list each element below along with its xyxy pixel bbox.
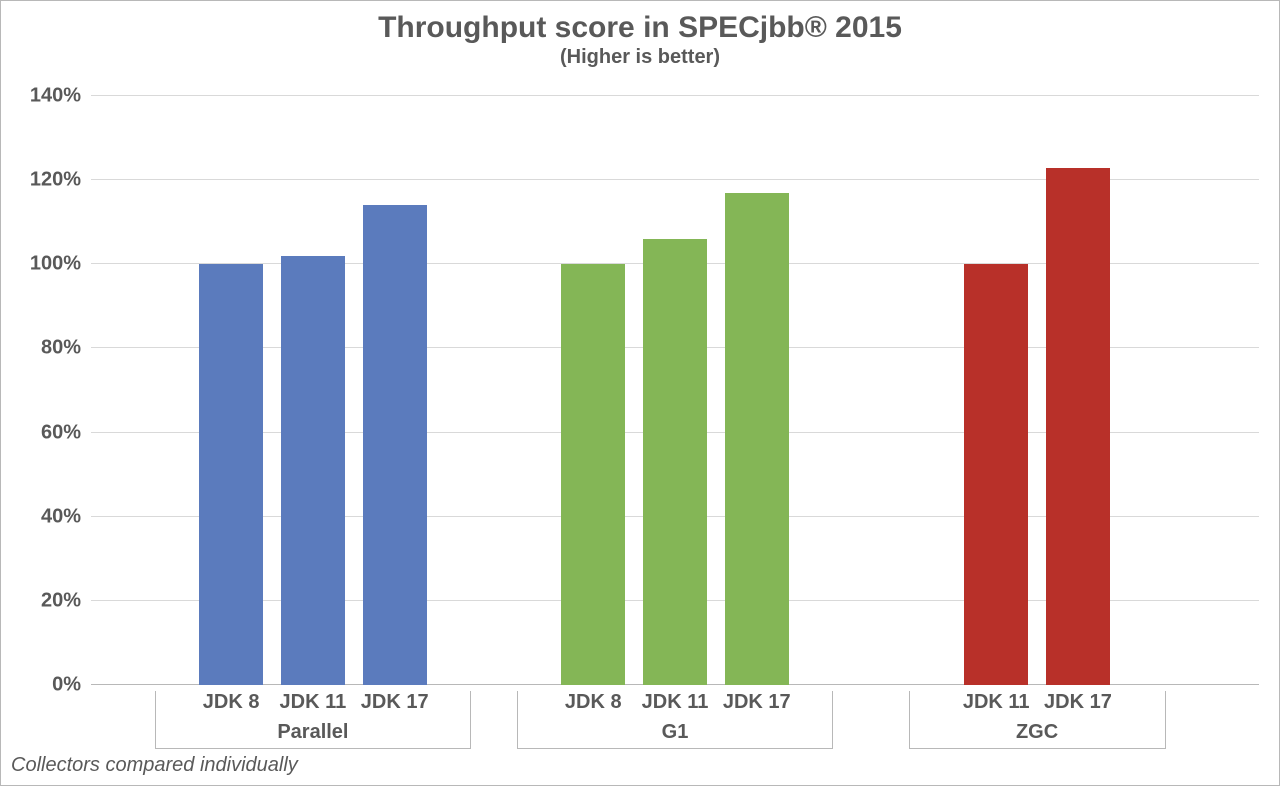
x-axis-bar-labels: JDK 8 JDK 11 JDK 17 JDK 8 JDK 11 JDK 17 JDK 11… [91, 691, 1259, 719]
x-bar-label: JDK 17 [723, 691, 791, 714]
bar [964, 264, 1028, 685]
x-group-label: Parallel [277, 721, 348, 744]
chart-footer-note: Collectors compared individually [11, 754, 298, 777]
bar [725, 193, 789, 685]
bar [281, 256, 345, 685]
x-bar-label: JDK 11 [963, 691, 1030, 714]
chart-plot-area: 0%20%40%60%80%100%120%140% [91, 96, 1259, 685]
y-tick-label: 0% [52, 674, 81, 697]
y-tick-label: 100% [30, 253, 81, 276]
x-bar-label: JDK 11 [642, 691, 709, 714]
x-bar-label: JDK 17 [1044, 691, 1112, 714]
y-tick-label: 40% [41, 505, 81, 528]
bar [1046, 168, 1110, 685]
x-bar-label: JDK 17 [361, 691, 429, 714]
x-bar-label: JDK 8 [203, 691, 260, 714]
x-group-label: G1 [662, 721, 689, 744]
chart-frame: Throughput score in SPECjbb® 2015 (Highe… [0, 0, 1280, 786]
x-bar-label: JDK 11 [280, 691, 347, 714]
y-tick-label: 60% [41, 421, 81, 444]
bar [363, 205, 427, 685]
gridline [91, 95, 1259, 96]
bar [561, 264, 625, 685]
chart-title-block: Throughput score in SPECjbb® 2015 (Highe… [1, 11, 1279, 69]
chart-title: Throughput score in SPECjbb® 2015 [1, 11, 1279, 44]
x-bar-label: JDK 8 [565, 691, 622, 714]
y-tick-label: 120% [30, 169, 81, 192]
y-tick-label: 140% [30, 85, 81, 108]
y-tick-label: 20% [41, 589, 81, 612]
bar [199, 264, 263, 685]
y-tick-label: 80% [41, 337, 81, 360]
bar [643, 239, 707, 685]
x-axis-group-labels: Parallel G1 ZGC [91, 721, 1259, 749]
x-group-label: ZGC [1016, 721, 1058, 744]
chart-subtitle: (Higher is better) [1, 46, 1279, 69]
